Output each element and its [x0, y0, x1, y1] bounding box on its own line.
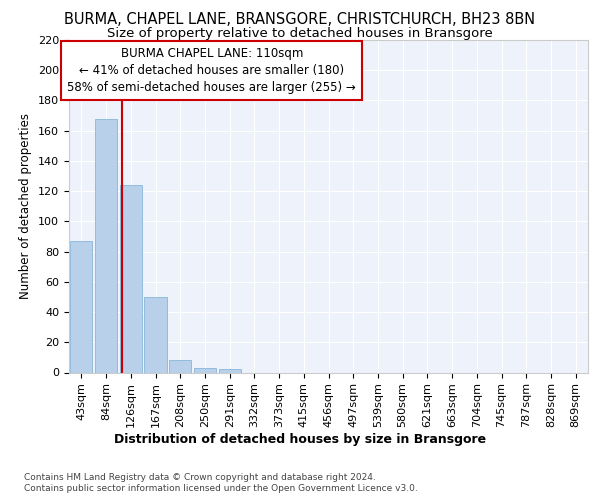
Text: Size of property relative to detached houses in Bransgore: Size of property relative to detached ho…: [107, 28, 493, 40]
Bar: [119, 185, 142, 372]
Bar: [70, 241, 92, 372]
Bar: [194, 368, 216, 372]
Text: Contains HM Land Registry data © Crown copyright and database right 2024.: Contains HM Land Registry data © Crown c…: [24, 472, 376, 482]
Text: BURMA CHAPEL LANE: 110sqm
← 41% of detached houses are smaller (180)
58% of semi: BURMA CHAPEL LANE: 110sqm ← 41% of detac…: [67, 46, 356, 94]
Bar: [145, 297, 167, 372]
Bar: [218, 370, 241, 372]
Y-axis label: Number of detached properties: Number of detached properties: [19, 114, 32, 299]
Bar: [95, 118, 117, 372]
Bar: [169, 360, 191, 372]
Text: BURMA, CHAPEL LANE, BRANSGORE, CHRISTCHURCH, BH23 8BN: BURMA, CHAPEL LANE, BRANSGORE, CHRISTCHU…: [64, 12, 536, 28]
Text: Contains public sector information licensed under the Open Government Licence v3: Contains public sector information licen…: [24, 484, 418, 493]
Text: Distribution of detached houses by size in Bransgore: Distribution of detached houses by size …: [114, 432, 486, 446]
